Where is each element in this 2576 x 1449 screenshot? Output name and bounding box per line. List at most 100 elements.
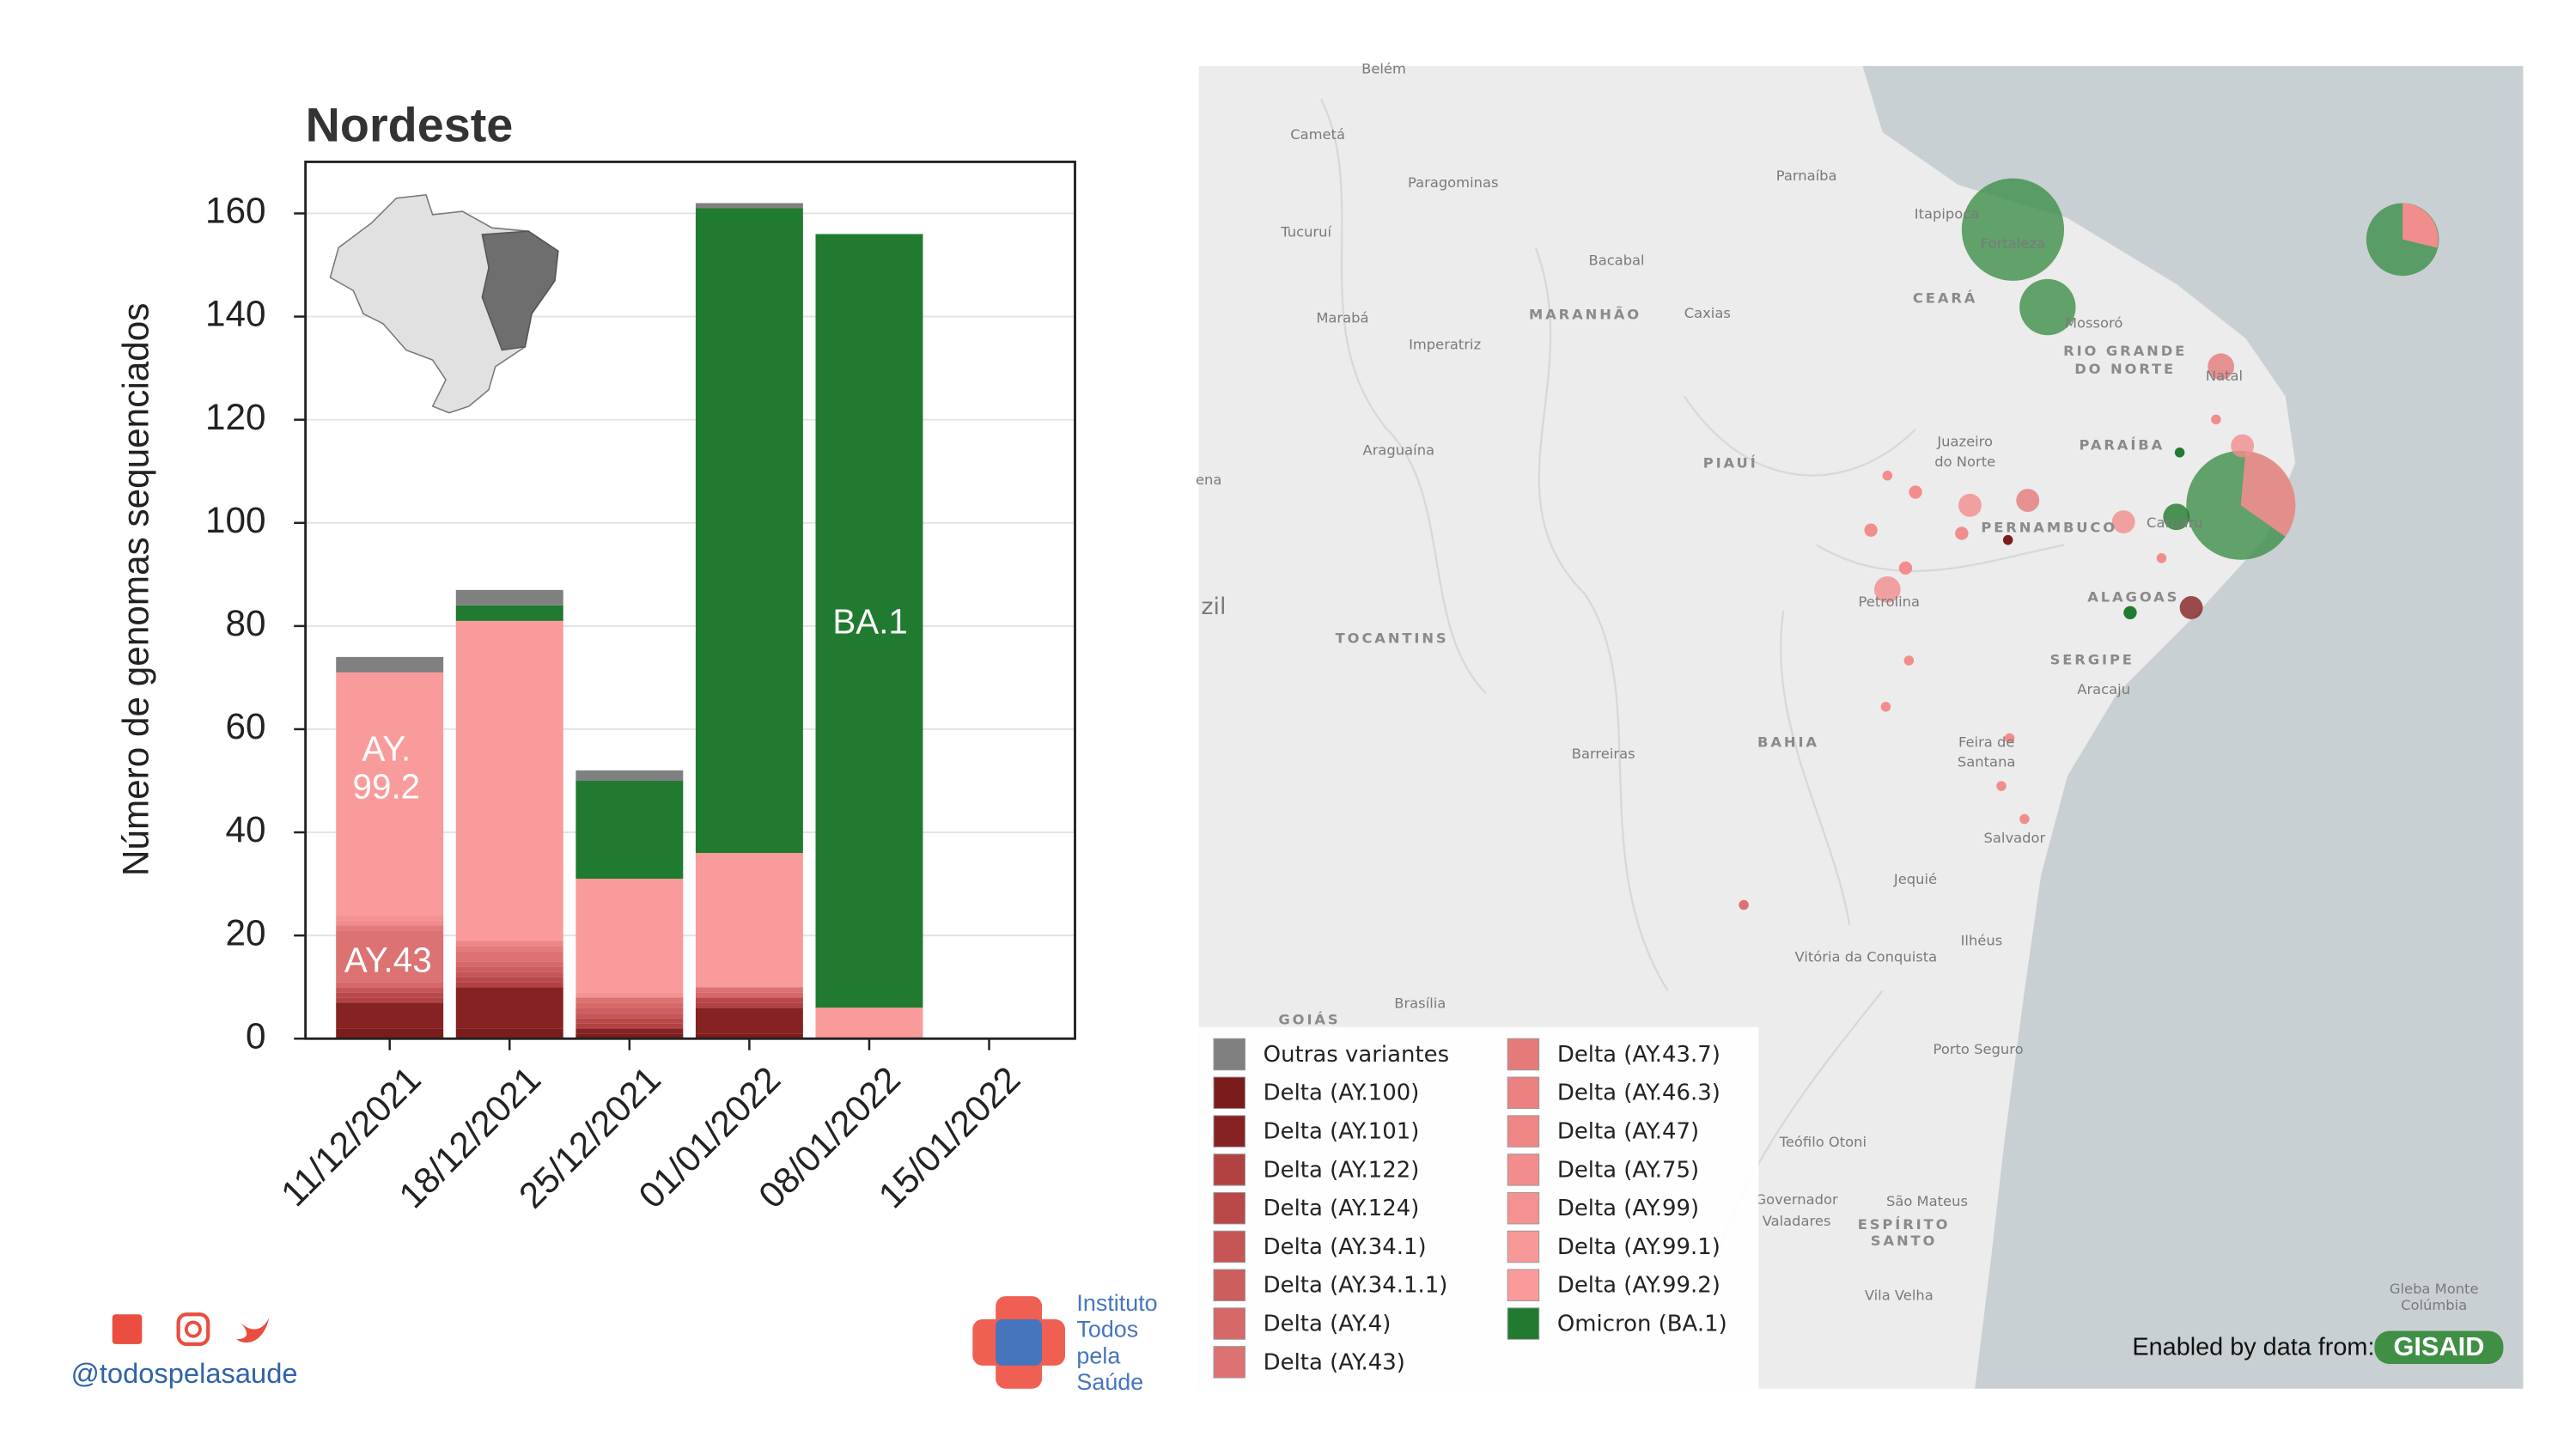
bar-segment <box>455 941 563 947</box>
map-place-label: Jequié <box>1893 871 1937 887</box>
legend-swatch <box>1507 1154 1540 1186</box>
gisaid-logo <box>2374 1330 2504 1364</box>
bar-segment <box>815 1008 923 1039</box>
map-place-label: MARANHÃO <box>1529 307 1641 323</box>
map-bubble <box>2019 813 2030 825</box>
map-bubble <box>1880 702 1891 712</box>
twitter-icon <box>235 1318 270 1343</box>
bar-segment <box>575 1023 684 1029</box>
social-handle: @todospelasaude <box>71 1357 298 1389</box>
map-place-label: Parnaíba <box>1776 167 1837 184</box>
legend-swatch <box>1213 1269 1245 1302</box>
logo-text: pela <box>1076 1342 1120 1368</box>
map-place-label: Teófilo Otoni <box>1779 1134 1867 1150</box>
legend-label: Delta (AY.34.1.1) <box>1264 1273 1448 1299</box>
map-place-label: Fortaleza <box>1981 235 2045 252</box>
map-bubble <box>2016 489 2040 512</box>
map-bubble <box>1958 493 1982 517</box>
legend-swatch <box>1213 1307 1245 1340</box>
logo-part <box>996 1319 1043 1366</box>
bar-segment <box>575 1008 684 1014</box>
map-bubble <box>1961 178 2065 281</box>
map-place-label: Paragominas <box>1408 174 1499 191</box>
bar-segment <box>575 781 684 880</box>
legend-label: Delta (AY.99.1) <box>1557 1234 1720 1260</box>
legend-label: Delta (AY.101) <box>1264 1119 1420 1145</box>
bar-segment <box>336 920 444 926</box>
legend-label: Delta (AY.43) <box>1264 1349 1405 1375</box>
map-border <box>1319 98 2065 1256</box>
bar-segment <box>336 987 444 993</box>
map-place-label: Santana <box>1958 754 2015 770</box>
map-bubble <box>2123 606 2137 619</box>
map-place-label: GOIÁS <box>1278 1012 1340 1028</box>
legend-label: Delta (AY.4) <box>1264 1312 1392 1337</box>
legend-swatch <box>1213 1154 1245 1186</box>
bar-segment <box>336 930 444 983</box>
map-place-label: São Mateus <box>1886 1193 1968 1209</box>
map-place-label: ena <box>1196 472 1221 488</box>
brazil-inset <box>329 194 559 414</box>
map-place-label: ALAGOAS <box>2087 588 2179 605</box>
legend-swatch <box>1213 1076 1245 1110</box>
map-place-label: ESPÍRITO <box>1858 1216 1951 1233</box>
map-place-label: Caruaru <box>2147 514 2203 531</box>
map-place-label: Valadares <box>1763 1213 1831 1229</box>
map-bubble <box>2004 733 2015 744</box>
bar-segment <box>336 982 444 988</box>
bar-segment <box>575 770 684 782</box>
legend-label: Omicron (BA.1) <box>1557 1312 1727 1337</box>
map-place-label: do Norte <box>1934 454 1995 470</box>
map-bubble <box>1898 561 1913 575</box>
instagram-icon-lens <box>184 1320 202 1338</box>
bar-segment <box>695 853 803 988</box>
bar-segment <box>695 987 803 993</box>
facebook-icon <box>112 1314 143 1344</box>
bar-segment <box>336 1002 444 1029</box>
map-place-label: Caxias <box>1684 305 1731 321</box>
map-place-label: Ilhéus <box>1961 932 2003 948</box>
bar-segment <box>575 992 684 998</box>
map-bubble <box>2019 278 2076 336</box>
map-place-label: PARAÍBA <box>2079 437 2165 454</box>
map-place-label: Aracaju <box>2077 681 2130 697</box>
credit-text: Enabled by data from: <box>2132 1333 2374 1361</box>
y-tick-label: 140 <box>205 294 266 334</box>
legend-label: Outras variantes <box>1264 1042 1449 1068</box>
nordeste-region <box>481 230 559 351</box>
map-bubble <box>2240 450 2296 537</box>
map-place-label: Colúmbia <box>2401 1297 2467 1313</box>
instagram-icon <box>176 1312 210 1347</box>
map-bubbles <box>1739 178 2439 910</box>
logo-text: Instituto <box>1076 1290 1157 1316</box>
bar-segment <box>695 203 803 209</box>
map-place-label: Salvador <box>1984 830 2046 846</box>
map-place-label: RIO GRANDE <box>2063 343 2187 359</box>
bar-segment <box>815 234 923 1008</box>
map: Belém Cametá Paragominas Parnaíba Tucuruí Bac… <box>1196 60 2524 1389</box>
map-place-label: Gleba Monte <box>2390 1281 2479 1297</box>
legend-swatch <box>1213 1191 1245 1225</box>
y-tick-label: 80 <box>225 603 265 643</box>
map-place-label: CEARÁ <box>1913 289 1977 306</box>
map-bubble <box>1882 470 1893 481</box>
chart-title: Nordeste <box>306 99 514 152</box>
legend-swatch <box>1507 1269 1540 1302</box>
bar-annotation: AY.43 <box>344 940 432 979</box>
map-place-label: BAHIA <box>1757 734 1819 751</box>
bar-segment <box>336 925 444 931</box>
bar-segment <box>455 971 563 977</box>
legend-label: Delta (AY.46.3) <box>1557 1081 1720 1106</box>
bar-segment <box>455 966 563 972</box>
map-legend-box <box>1198 1026 1759 1389</box>
bar-annotation: 99.2 <box>353 767 421 807</box>
gisaid-logo-text: GISAID <box>2393 1331 2484 1361</box>
map-bubble <box>2208 353 2235 381</box>
map-place-label: Mossoró <box>2065 314 2122 331</box>
map-place-label: Bacabal <box>1589 252 1645 268</box>
legend-swatch <box>1213 1230 1245 1263</box>
y-tick-label: 60 <box>225 706 265 746</box>
legend-swatch <box>1507 1038 1540 1071</box>
chart: Nordeste Número de genomas sequenciados … <box>116 99 1076 1215</box>
